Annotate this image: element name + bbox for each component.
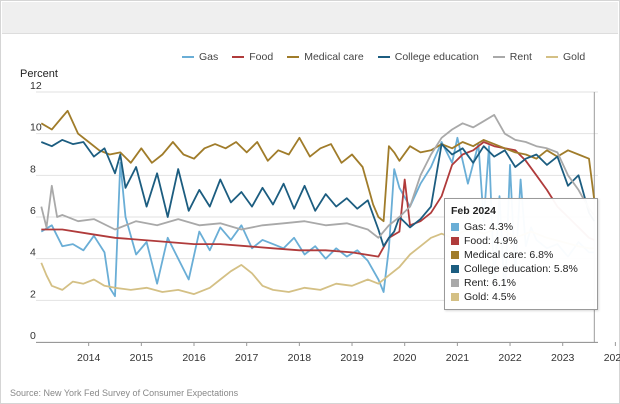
- series-line-rent: [40, 114, 595, 239]
- legend-swatch-rent: [492, 56, 505, 58]
- x-tick-label-10: 2024: [604, 352, 620, 364]
- y-tick-label-0: 0: [30, 330, 36, 342]
- tooltip-value-rent: Rent: 6.1%: [464, 277, 516, 289]
- tooltip-row-gas: Gas: 4.3%: [451, 220, 591, 234]
- tooltip-value-gold: Gold: 4.5%: [464, 291, 516, 303]
- tooltip-value-food: Food: 4.9%: [464, 235, 518, 247]
- legend: Gas Food Medical care College education …: [182, 49, 616, 65]
- tooltip-swatch-rent: [451, 279, 459, 287]
- tooltip-value-college-education: College education: 5.8%: [464, 263, 578, 275]
- x-tick-label-8: 2022: [498, 352, 522, 364]
- legend-label-gold: Gold: [562, 51, 586, 63]
- x-tick-label-9: 2023: [551, 352, 575, 364]
- tooltip-row-rent: Rent: 6.1%: [451, 276, 591, 290]
- tooltip-row-gold: Gold: 4.5%: [451, 290, 591, 304]
- legend-item-rent[interactable]: Rent: [492, 51, 532, 63]
- x-tick-label-3: 2017: [235, 352, 259, 364]
- x-tick-label-1: 2015: [130, 352, 154, 364]
- tooltip-swatch-food: [451, 237, 459, 245]
- x-tick-label-7: 2021: [446, 352, 470, 364]
- legend-swatch-gas: [182, 56, 194, 58]
- legend-item-food[interactable]: Food: [232, 51, 273, 63]
- series-line-medical-care: [40, 109, 596, 223]
- x-tick-label-6: 2020: [393, 352, 417, 364]
- tooltip-swatch-college-education: [451, 265, 459, 273]
- x-tick-label-4: 2018: [288, 352, 312, 364]
- tooltip-swatch-gold: [451, 293, 459, 301]
- tooltip-swatch-gas: [451, 223, 459, 231]
- tooltip-value-medical-care: Medical care: 6.8%: [464, 249, 554, 261]
- legend-swatch-gold: [545, 56, 558, 58]
- source-note: Source: New York Fed Survey of Consumer …: [10, 388, 239, 398]
- series-line-college-education: [40, 138, 596, 248]
- x-tick-label-2: 2016: [182, 352, 206, 364]
- tooltip-row-college-education: College education: 5.8%: [451, 262, 591, 276]
- y-tick-label-4: 8: [30, 163, 36, 175]
- y-tick-label-2: 4: [30, 247, 36, 259]
- tooltip-value-gas: Gas: 4.3%: [464, 221, 514, 233]
- legend-item-gas[interactable]: Gas: [182, 51, 218, 63]
- x-tick-label-5: 2019: [340, 352, 364, 364]
- legend-item-medical-care[interactable]: Medical care: [287, 51, 364, 63]
- legend-label-rent: Rent: [509, 51, 532, 63]
- legend-label-college-education: College education: [394, 51, 479, 63]
- tooltip-swatch-medical-care: [451, 251, 459, 259]
- legend-item-gold[interactable]: Gold: [545, 51, 586, 63]
- y-tick-label-3: 6: [30, 205, 36, 217]
- legend-label-food: Food: [249, 51, 274, 63]
- x-tick-label-0: 2014: [77, 352, 101, 364]
- tooltip-row-food: Food: 4.9%: [451, 234, 591, 248]
- legend-swatch-medical-care: [287, 56, 300, 58]
- y-tick-label-6: 12: [30, 80, 42, 92]
- legend-swatch-food: [232, 56, 245, 58]
- tooltip-row-medical-care: Medical care: 6.8%: [451, 248, 591, 262]
- top-toolbar: [2, 2, 618, 34]
- legend-swatch-college-education: [377, 56, 390, 58]
- hover-tooltip: Feb 2024 Gas: 4.3% Food: 4.9% Medical ca…: [444, 198, 598, 310]
- tooltip-title: Feb 2024: [451, 205, 496, 217]
- legend-item-college-education[interactable]: College education: [377, 51, 479, 63]
- y-axis-label: Percent: [20, 68, 58, 80]
- legend-label-medical-care: Medical care: [304, 51, 364, 63]
- legend-label-gas: Gas: [199, 51, 219, 63]
- y-tick-label-5: 10: [30, 122, 42, 134]
- y-tick-label-1: 2: [30, 288, 36, 300]
